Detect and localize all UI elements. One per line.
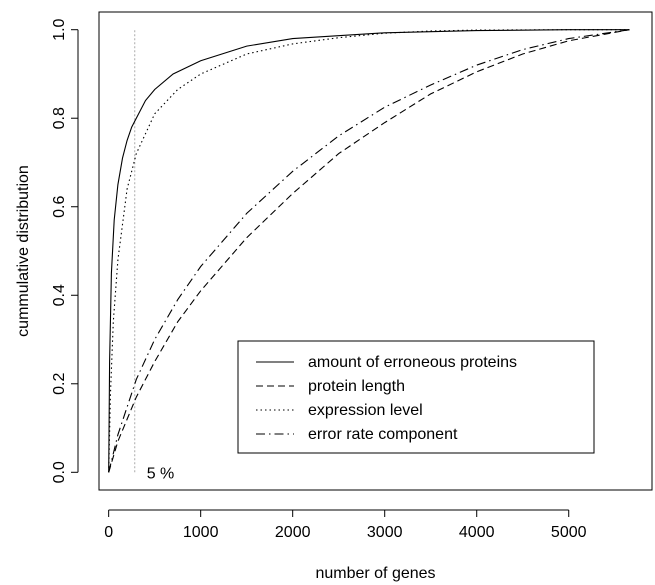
five-percent-annotation: 5 % [147,465,175,482]
x-tick-label: 0 [104,524,113,541]
x-tick-label: 2000 [275,524,311,541]
x-tick-label: 5000 [551,524,587,541]
legend-label: amount of erroneous proteins [308,354,517,371]
series-line-1 [108,29,630,473]
legend-label: protein length [308,378,405,395]
x-axis-label: number of genes [315,565,435,582]
plot-area [108,29,630,473]
series-line-4 [108,29,630,473]
x-axis: 0 1000 2000 3000 4000 5000 [104,509,587,541]
y-tick-label: 0.4 [51,284,68,306]
y-axis-label: cummulative distribution [15,165,32,337]
y-tick-label: 0.8 [51,107,68,129]
legend-label: error rate component [308,426,458,443]
y-tick-label: 1.0 [51,18,68,40]
x-tick-label: 1000 [183,524,219,541]
plot-frame [98,11,653,491]
y-tick-label: 0.0 [51,461,68,483]
legend-box [237,340,595,454]
y-tick-label: 0.6 [51,196,68,218]
x-tick-label: 3000 [367,524,403,541]
legend: amount of erroneous proteins protein leng… [237,340,595,454]
legend-label: expression level [308,402,423,419]
y-tick-label: 0.2 [51,373,68,395]
x-tick-label: 4000 [459,524,495,541]
series-line-2 [108,29,630,473]
y-axis: 0.0 0.2 0.4 0.6 0.8 1.0 [51,18,79,483]
